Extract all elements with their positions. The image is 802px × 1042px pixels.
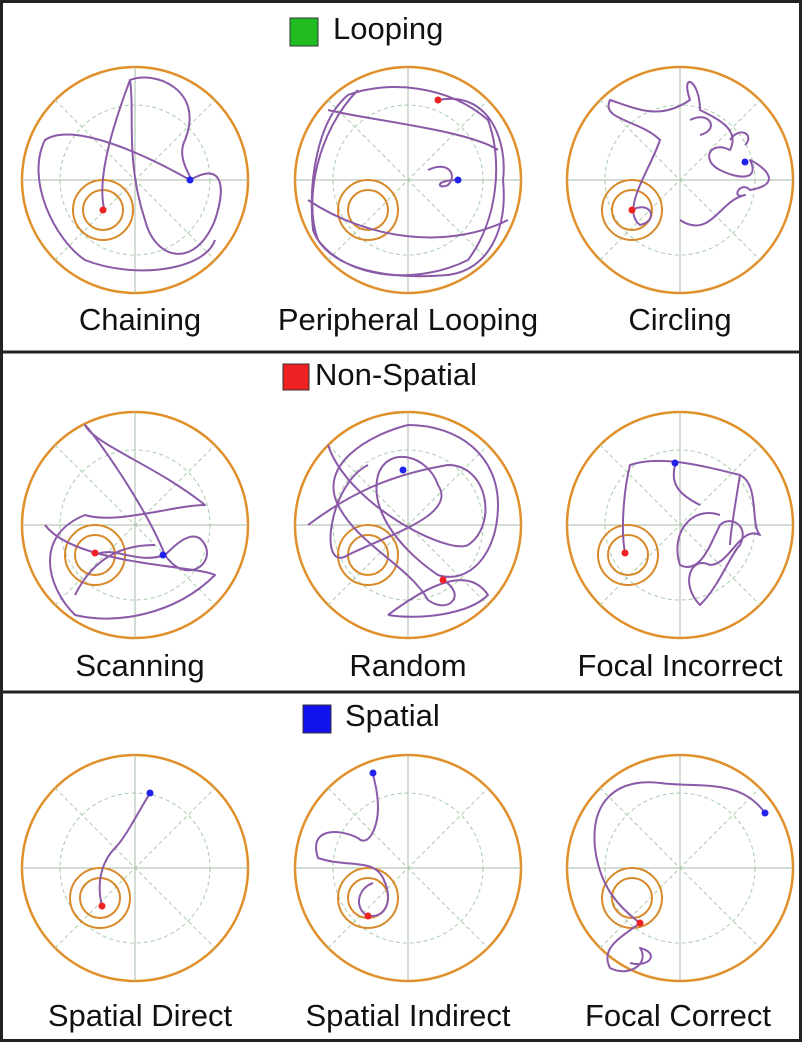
- diagonal: [327, 787, 489, 949]
- diagonal: [54, 444, 216, 606]
- end-point: [364, 912, 372, 920]
- pool: [565, 753, 795, 983]
- end-point: [439, 576, 447, 584]
- start-point: [399, 466, 407, 474]
- platform: [347, 189, 389, 231]
- platform: [74, 534, 116, 576]
- platform-zone: [337, 179, 399, 241]
- diagonal: [599, 99, 761, 261]
- pool: [565, 65, 795, 295]
- section-title: Looping: [333, 11, 443, 46]
- pool: [293, 410, 523, 640]
- panel-label: Circling: [628, 302, 731, 337]
- platform-zone: [337, 524, 399, 586]
- swim-track: [621, 459, 761, 606]
- swim-track: [593, 781, 766, 973]
- swim-track: [307, 86, 509, 278]
- panel-label: Random: [349, 648, 466, 683]
- end-point: [98, 902, 106, 910]
- section-title: Non-Spatial: [315, 357, 477, 392]
- platform: [611, 189, 653, 231]
- platform: [607, 534, 649, 576]
- section-title: Spatial: [345, 698, 440, 733]
- swim-track: [37, 76, 222, 272]
- panel-label: Focal Incorrect: [577, 648, 782, 683]
- panel-label: Peripheral Looping: [278, 302, 538, 337]
- start-point: [186, 176, 194, 184]
- diagonal: [599, 787, 761, 949]
- start-point: [454, 176, 462, 184]
- panel-label: Scanning: [75, 648, 204, 683]
- end-point: [434, 96, 442, 104]
- start-point: [761, 809, 769, 817]
- end-point: [628, 206, 636, 214]
- diagonal: [599, 444, 761, 606]
- swim-track: [607, 80, 770, 227]
- start-point: [369, 769, 377, 777]
- start-point: [671, 459, 679, 467]
- end-point: [621, 549, 629, 557]
- end-point: [99, 206, 107, 214]
- pool: [293, 65, 523, 295]
- swim-track: [98, 792, 151, 907]
- platform-zone: [69, 867, 131, 929]
- pool: [20, 65, 250, 295]
- swim-track: [315, 772, 389, 918]
- pool: [565, 410, 795, 640]
- legend-swatch: [282, 363, 310, 391]
- legend-swatch: [302, 704, 332, 734]
- panel-label: Chaining: [79, 302, 201, 337]
- platform: [611, 877, 653, 919]
- start-point: [159, 551, 167, 559]
- swim-track: [307, 424, 499, 618]
- end-point: [636, 919, 644, 927]
- diagonal: [327, 99, 489, 261]
- platform-zone: [597, 524, 659, 586]
- pool: [20, 410, 250, 640]
- end-point: [91, 549, 99, 557]
- swim-track: [44, 424, 216, 620]
- start-point: [146, 789, 154, 797]
- panel-label: Focal Correct: [585, 998, 771, 1033]
- pool: [293, 753, 523, 983]
- platform-zone: [337, 867, 399, 929]
- start-point: [741, 158, 749, 166]
- panel-label: Spatial Direct: [48, 998, 233, 1033]
- diagonal: [327, 444, 489, 606]
- platform-zone: [601, 179, 663, 241]
- legend-swatch: [289, 17, 319, 47]
- pool: [20, 753, 250, 983]
- panel-label: Spatial Indirect: [305, 998, 510, 1033]
